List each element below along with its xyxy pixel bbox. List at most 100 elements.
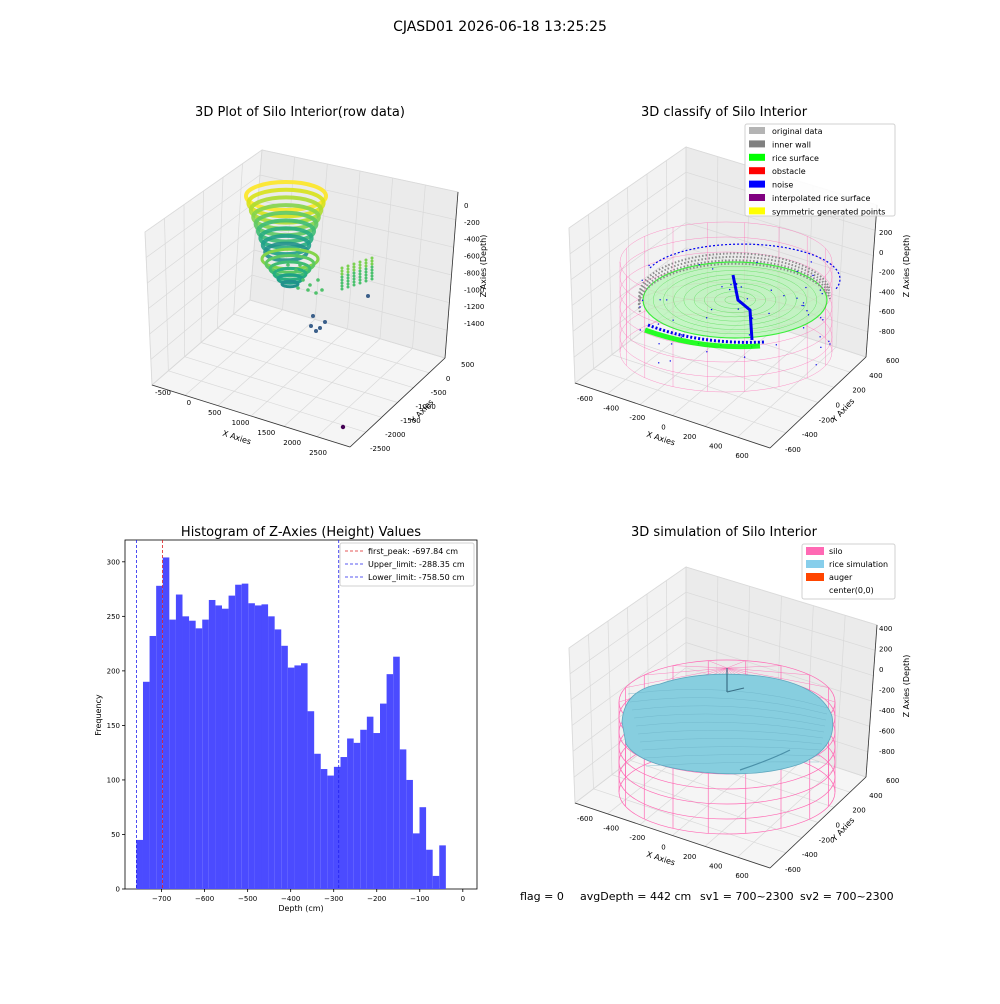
raw-point [364,261,368,265]
noise-points [649,243,841,291]
auger [726,687,745,693]
silo-roof-line [726,660,746,669]
grid-line [568,146,687,229]
panel1-ztick-label: -1000 [464,286,484,294]
panel1-xtick-label: 2000 [283,439,301,447]
silo-roof-line [726,667,829,688]
noise-point [737,308,740,310]
panel1-ytick-label: -500 [431,389,447,397]
panel2-xtick-label: -400 [603,405,619,413]
panel4-xlabel: X Axies [645,850,676,868]
y-axis-line [769,776,867,869]
rice-surface-grid [663,270,807,330]
noise-point [736,283,738,285]
raw-point [352,262,356,266]
grid-line [261,149,459,193]
y-tick-label: 150 [107,722,120,730]
noise-point [822,319,824,321]
noise-point [746,298,749,300]
panel4-ztick-label: -600 [879,728,895,736]
raw-point [340,266,344,270]
noise-point [828,340,830,343]
histogram-bar [366,716,374,889]
status-line: flag = 0 avgDepth = 442 cm sv1 = 700~230… [520,890,894,903]
histogram-bar [189,620,196,889]
noise-point [748,334,751,336]
histogram-bar [340,757,348,889]
legend-box [339,542,475,587]
legend-swatch [749,207,765,215]
panel2-xtick-label: 200 [683,433,696,441]
legend-swatch [749,180,765,188]
rice-simulation-mesh [633,713,826,727]
raw-point [370,268,374,272]
histogram-bar [202,619,209,889]
panel2-ytick-label: -600 [785,446,801,454]
panel4-ztick-label: 0 [879,666,883,674]
panel2-xtick-label: -200 [629,414,645,422]
raw-point [340,278,344,282]
legend-label: Upper_limit: -288.35 cm [368,560,465,569]
histogram-bar [162,557,170,889]
legend-label: first_peak: -697.84 cm [368,547,458,556]
noise-point [639,306,641,308]
noise-points [731,274,754,341]
raw-point [352,268,356,272]
raw-point [340,272,344,276]
raw-point [296,286,300,290]
histogram-xlabel: Depth (cm) [278,904,323,913]
noise-point [770,289,772,291]
panel1-ztick-label: 0 [464,202,468,210]
rice-simulation-mesh [631,705,827,721]
raw-point [286,263,290,267]
panel4-title: 3D simulation of Silo Interior [631,525,818,540]
z-axis-line [865,624,878,778]
raw-point [358,263,362,267]
y-tick-label: 200 [107,667,120,675]
noise-point [812,274,814,277]
noise-point [775,344,778,346]
histogram-bar [195,628,203,889]
raw-point-ring [246,187,326,219]
histogram-bar [432,875,440,889]
panel1-xtick-label: 500 [208,409,221,417]
y-tick-label: 100 [107,776,120,784]
noise-point [805,286,807,289]
panel2-ztick-label: 0 [879,249,883,257]
legend-label: auger [829,573,853,582]
raw-point [370,265,374,269]
histogram-title: Histogram of Z-Axies (Height) Values [181,525,421,540]
panel4-xtick-label: -400 [603,825,619,833]
raw-point [358,275,362,279]
noise-point [740,286,742,288]
raw-point [340,275,344,279]
y-tick-label: 250 [107,613,120,621]
noise-point [705,317,708,319]
legend-label: obstacle [772,167,806,176]
noise-point [802,302,805,304]
noise-point [666,299,668,301]
grid-line [144,149,263,233]
panel1-ylabel: Y Axies [408,398,435,426]
noise-point [680,334,683,336]
histogram-bar [235,584,242,889]
histogram-bar [182,616,190,889]
legend-label: silo [829,547,843,556]
raw-point [323,320,327,324]
panel4-zlabel: Z Axies (Depth) [902,655,911,718]
x-axis-line [574,382,771,449]
x-tick-label: −700 [152,895,171,903]
raw-point [358,266,362,270]
panel1-zlabel: Z Axies (Depth) [479,235,488,298]
noise-point [751,317,754,319]
z-axis-line [444,191,459,359]
panel4-ytick-label: 600 [886,777,899,785]
noise-point [680,336,683,338]
raw-point [358,272,362,276]
panel-classify-3d: 3D classify of Silo Interior -600-400-20… [568,105,911,460]
noise-point [641,279,643,281]
panel-simulation-3d: 3D simulation of Silo Interior -600-400-… [568,525,911,880]
histogram-bar [261,604,269,889]
histogram-bar [228,595,236,889]
